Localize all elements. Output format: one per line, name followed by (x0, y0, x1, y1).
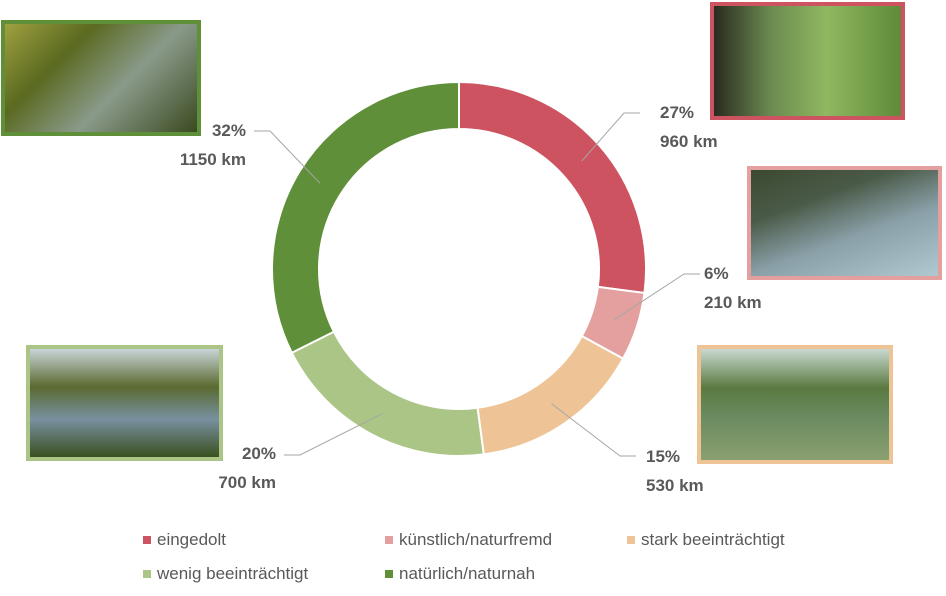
legend-swatch (385, 570, 393, 578)
legend-item-stark: stark beeinträchtigt (627, 530, 785, 550)
legend-item-kuenstlich: künstlich/naturfremd (385, 530, 552, 550)
label-wenig: 20% 700 km (218, 444, 276, 492)
photo-stark (697, 345, 893, 464)
label-natuerlich: 32% 1150 km (179, 121, 246, 169)
leader-line-2 (551, 403, 636, 457)
legend-swatch (143, 536, 151, 544)
legend-swatch (385, 536, 393, 544)
label-stark: 15% 530 km (646, 447, 704, 495)
photo-natuerlich (1, 20, 201, 136)
legend-label: eingedolt (157, 530, 227, 549)
legend-label: künstlich/naturfremd (399, 530, 553, 549)
label-eingedolt: 27% 960 km (660, 103, 718, 151)
photo-wenig (26, 345, 223, 461)
legend-label: wenig beeinträchtigt (157, 564, 309, 583)
legend-item-wenig: wenig beeinträchtigt (143, 564, 308, 584)
donut-slice-2 (476, 334, 625, 456)
donut-slice-4 (271, 80, 460, 355)
leader-line-3 (284, 413, 383, 456)
donut-slice-0 (458, 80, 647, 295)
leader-line-1 (614, 273, 700, 320)
leader-line-0 (581, 112, 640, 162)
legend-label: stark beeinträchtigt (641, 530, 785, 549)
legend-item-natuerlich: natürlich/naturnah (385, 564, 535, 584)
photo-eingedolt (710, 2, 905, 120)
legend-label: natürlich/naturnah (399, 564, 536, 583)
donut-slice-3 (290, 330, 485, 457)
leader-line-4 (254, 130, 321, 184)
photo-kuenstlich (747, 166, 942, 280)
legend-swatch (627, 536, 635, 544)
legend-item-eingedolt: eingedolt (143, 530, 226, 550)
legend-swatch (143, 570, 151, 578)
label-kuenstlich: 6% 210 km (704, 264, 762, 312)
